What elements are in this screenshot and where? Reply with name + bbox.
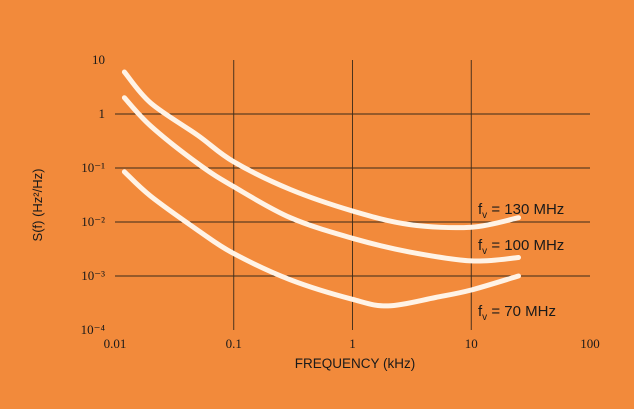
series-labels: fv = 130 MHz fv = 100 MHz fv = 70 MHz (478, 201, 564, 323)
y-tick-label: 10⁻³ (81, 268, 105, 283)
tick-labels: 0.01 0.1 1 10 100 10⁻⁴ 10⁻³ 10⁻² 10⁻¹ 1 10 (81, 52, 600, 351)
x-tick-label: 0.01 (104, 336, 127, 351)
series-line (121, 69, 521, 231)
x-tick-label: 0.1 (226, 336, 242, 351)
grid (115, 60, 590, 330)
y-tick-label: 10⁻⁴ (81, 322, 106, 337)
series-line (121, 169, 521, 309)
y-tick-label: 1 (99, 106, 106, 121)
y-tick-label: 10 (92, 52, 105, 67)
series-label: fv = 130 MHz (478, 201, 564, 221)
series-line (121, 95, 521, 264)
y-tick-label: 10⁻² (81, 214, 105, 229)
series-label: fv = 70 MHz (478, 303, 556, 323)
x-tick-label: 10 (465, 336, 478, 351)
y-axis-label: S(f) (Hz²/Hz) (30, 169, 45, 242)
series-label: fv = 100 MHz (478, 237, 564, 257)
y-tick-label: 10⁻¹ (81, 160, 105, 175)
x-tick-label: 100 (580, 336, 600, 351)
x-tick-label: 1 (349, 336, 356, 351)
x-axis-label: FREQUENCY (kHz) (295, 356, 416, 371)
series-lines (121, 69, 521, 309)
